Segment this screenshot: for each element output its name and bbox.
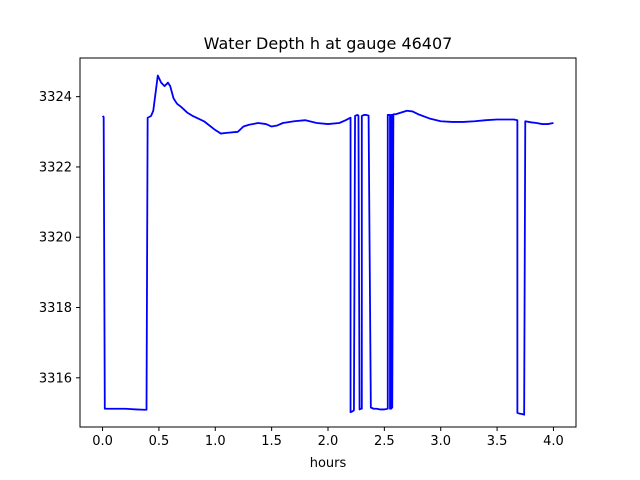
x-tick-label: 0.5 <box>149 434 170 449</box>
x-tick-label: 0.0 <box>92 434 113 449</box>
y-tick-label: 3324 <box>39 90 72 105</box>
x-tick-label: 2.5 <box>374 434 395 449</box>
x-axis: 0.0 0.5 1.0 1.5 2.0 2.5 3.0 3.5 4.0 <box>92 427 564 449</box>
x-tick-label: 3.0 <box>430 434 451 449</box>
y-axis: 3316 3318 3320 3322 3324 <box>39 90 80 386</box>
x-tick-label: 1.5 <box>261 434 282 449</box>
x-tick-label: 1.0 <box>205 434 226 449</box>
y-tick-label: 3316 <box>39 371 72 386</box>
series-line-1 <box>101 74 554 416</box>
y-tick-label: 3320 <box>39 231 72 246</box>
y-tick-label: 3322 <box>39 160 72 175</box>
x-tick-label: 3.5 <box>487 434 508 449</box>
chart-title: Water Depth h at gauge 46407 <box>204 34 453 53</box>
x-axis-label: hours <box>310 456 347 471</box>
plot-area <box>80 58 576 427</box>
y-tick-label: 3318 <box>39 301 72 316</box>
x-tick-label: 2.0 <box>318 434 339 449</box>
series-layer <box>101 74 554 416</box>
x-tick-label: 4.0 <box>543 434 564 449</box>
